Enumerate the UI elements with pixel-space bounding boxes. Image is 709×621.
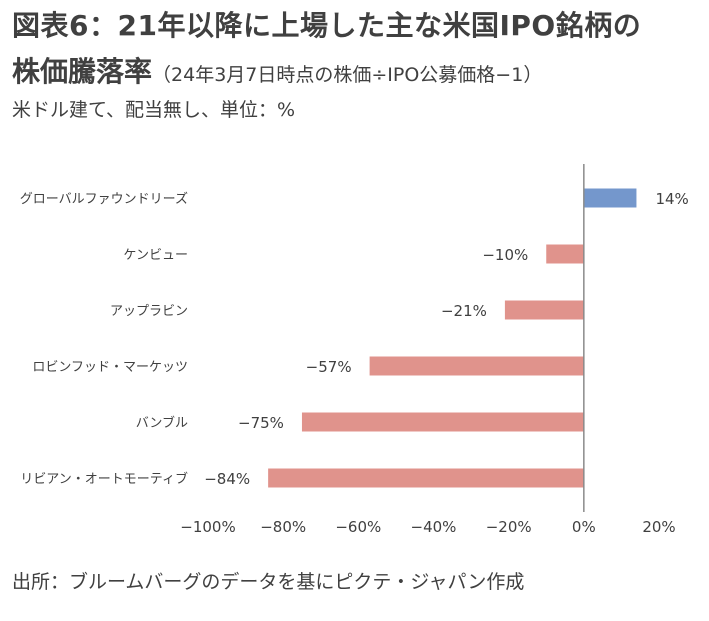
category-label: アップラビン bbox=[110, 304, 188, 319]
bar bbox=[268, 468, 584, 488]
source-note: 出所：ブルームバーグのデータを基にピクテ・ジャパン作成 bbox=[12, 571, 525, 593]
category-label: ロビンフッド・マーケッツ bbox=[32, 360, 188, 375]
data-label: −21% bbox=[441, 302, 487, 320]
data-label: −10% bbox=[482, 246, 528, 264]
chart-title-line2: 株価騰落率 bbox=[12, 55, 153, 88]
category-label: リビアン・オートモーティブ bbox=[20, 471, 188, 487]
category-label: ケンビュー bbox=[123, 248, 188, 263]
bar bbox=[583, 188, 637, 208]
x-tick-label: −80% bbox=[260, 518, 306, 536]
data-label: −84% bbox=[204, 470, 250, 488]
data-label: −75% bbox=[238, 414, 284, 432]
x-tick-label: 0% bbox=[572, 518, 596, 536]
data-label: −57% bbox=[306, 358, 352, 376]
x-tick-label: −100% bbox=[180, 518, 235, 536]
bar bbox=[504, 300, 584, 320]
chart-title-row2: 株価騰落率（24年3月7日時点の株価÷IPO公募価格−1） bbox=[12, 52, 702, 92]
bar bbox=[301, 412, 584, 432]
x-tick-label: −40% bbox=[411, 518, 457, 536]
chart-title: 図表6：21年以降に上場した主な米国IPO銘柄の bbox=[12, 9, 642, 42]
x-tick-label: −60% bbox=[335, 518, 381, 536]
chart-subtitle: 米ドル建て、配当無し、単位：% bbox=[12, 99, 296, 121]
category-label: バンブル bbox=[136, 415, 188, 431]
data-label: 14% bbox=[655, 190, 688, 208]
bar bbox=[546, 244, 584, 264]
x-tick-label: −20% bbox=[486, 518, 532, 536]
category-label: グローバルファウンドリーズ bbox=[20, 191, 188, 207]
bar bbox=[369, 356, 584, 376]
x-tick-label: 20% bbox=[642, 518, 675, 536]
chart-title-note: （24年3月7日時点の株価÷IPO公募価格−1） bbox=[152, 64, 543, 86]
